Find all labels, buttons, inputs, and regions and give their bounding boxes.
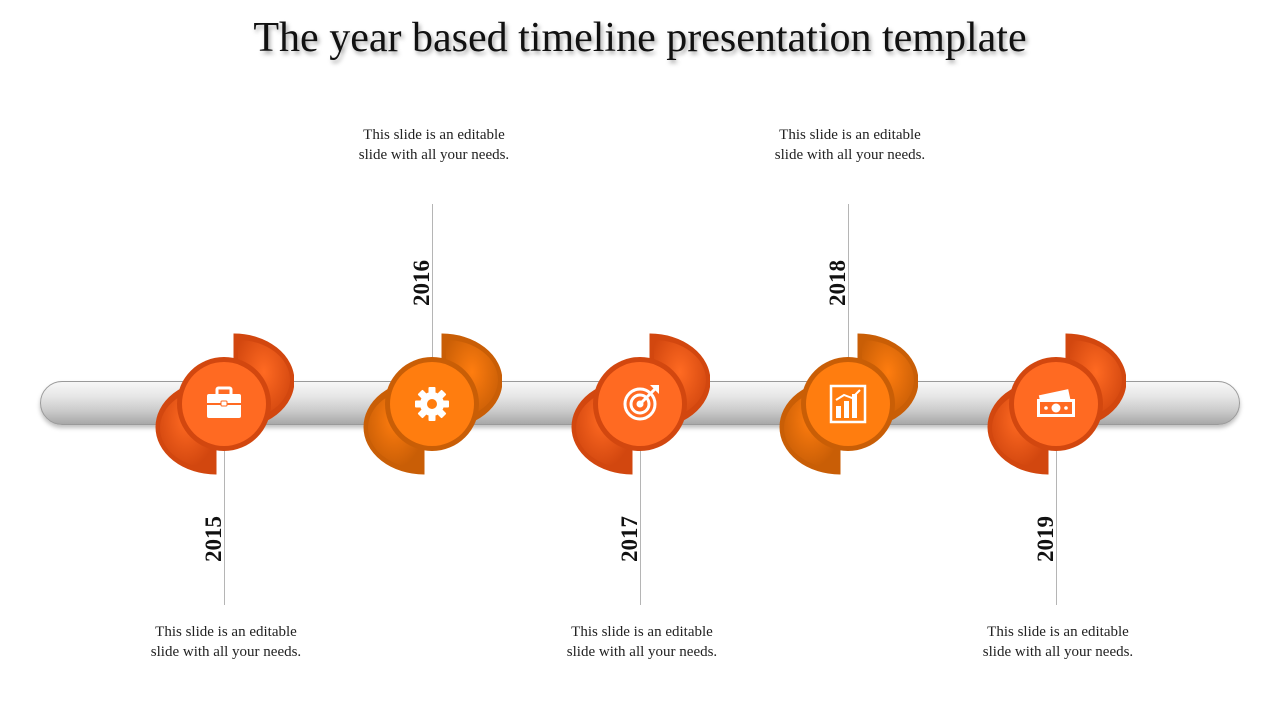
milestone-2016 [362, 329, 502, 479]
year-label: 2017 [617, 516, 642, 562]
year-label: 2018 [825, 260, 850, 306]
connector-line [1056, 445, 1057, 605]
connector-line [432, 204, 433, 364]
year-label: 2019 [1033, 516, 1058, 562]
milestone-description: This slide is an editable slide with all… [982, 624, 1134, 660]
slide-title: The year based timeline presentation tem… [253, 15, 1027, 61]
money-icon [1037, 389, 1075, 417]
connector-line [848, 204, 849, 364]
milestone-description: This slide is an editable slide with all… [774, 127, 926, 163]
connector-line [224, 445, 225, 605]
milestone-description: This slide is an editable slide with all… [358, 127, 510, 163]
target-icon [623, 385, 659, 421]
year-label: 2016 [409, 260, 434, 306]
gear-icon [415, 387, 449, 421]
milestone-description: This slide is an editable slide with all… [566, 624, 718, 660]
milestone-2018 [778, 329, 918, 479]
milestone-2019 [986, 329, 1126, 479]
bar-chart-icon [829, 384, 867, 424]
briefcase-icon [207, 386, 241, 418]
milestone-description: This slide is an editable slide with all… [150, 624, 302, 660]
milestone-2017 [570, 329, 710, 479]
year-label: 2015 [201, 516, 226, 562]
milestone-2015 [154, 329, 294, 479]
connector-line [640, 445, 641, 605]
